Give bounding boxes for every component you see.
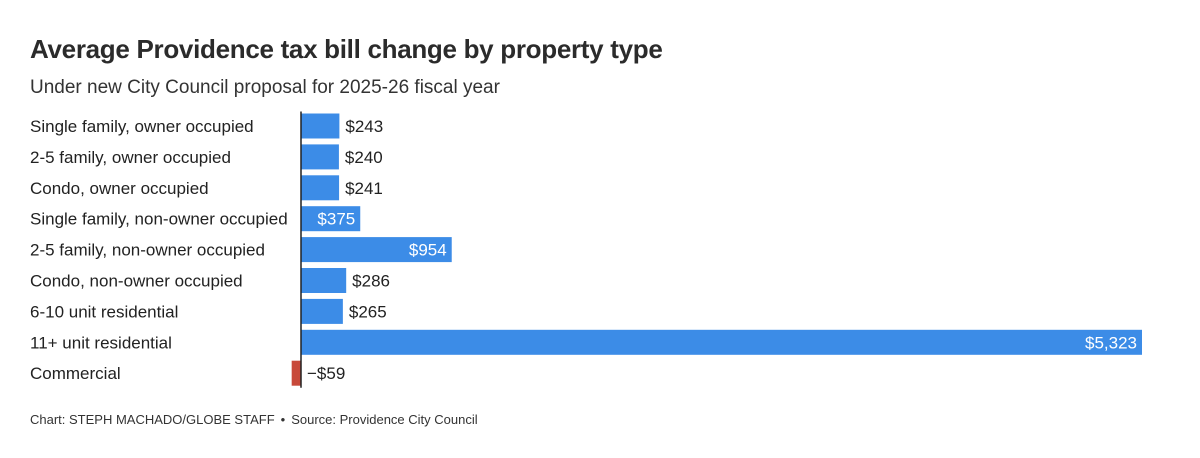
chart-title: Average Providence tax bill change by pr…	[30, 34, 663, 64]
footer-credit: Chart: STEPH MACHADO/GLOBE STAFF	[30, 412, 275, 427]
bar	[301, 298, 343, 324]
bar	[301, 268, 347, 293]
bar	[301, 144, 339, 170]
footer-separator: •	[280, 412, 286, 427]
category-label: Single family, owner occupied	[30, 117, 254, 136]
category-label: 2-5 family, non-owner occupied	[30, 241, 265, 260]
value-label: $265	[349, 302, 387, 321]
bar	[301, 237, 452, 263]
value-label: $243	[345, 117, 383, 136]
bars	[291, 113, 1142, 386]
value-label: −$59	[307, 364, 345, 383]
bar	[291, 360, 301, 386]
category-label: 11+ unit residential	[30, 333, 172, 352]
value-label: $954	[409, 241, 447, 260]
value-labels: $243 $240 $241 $375 $954 $286 $265 $5,323 −$59	[307, 117, 1137, 383]
bar	[301, 206, 361, 232]
value-label: $375	[317, 210, 355, 229]
category-label: 2-5 family, owner occupied	[30, 148, 231, 167]
category-label: Condo, non-owner occupied	[30, 272, 243, 291]
value-label: $5,323	[1085, 333, 1137, 352]
bar	[301, 175, 340, 201]
category-label: Single family, non-owner occupied	[30, 210, 288, 229]
bar	[301, 113, 340, 139]
value-label: $240	[345, 148, 383, 167]
category-labels: Single family, owner occupied 2-5 family,…	[30, 117, 288, 383]
category-label: Condo, owner occupied	[30, 179, 209, 198]
value-label: $286	[352, 272, 390, 291]
chart-subtitle: Under new City Council proposal for 2025…	[30, 77, 500, 98]
footer-source: Source: Providence City Council	[291, 412, 478, 427]
category-label: Commercial	[30, 364, 121, 383]
category-label: 6-10 unit residential	[30, 302, 178, 321]
value-label: $241	[345, 179, 383, 198]
bar	[301, 329, 1142, 355]
chart-footer: Chart: STEPH MACHADO/GLOBE STAFF • Source:…	[30, 412, 478, 427]
